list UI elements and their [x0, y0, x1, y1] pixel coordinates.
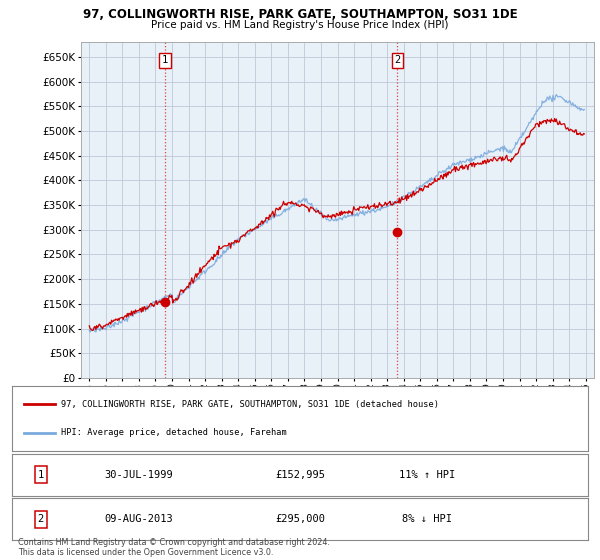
- Text: Contains HM Land Registry data © Crown copyright and database right 2024.
This d: Contains HM Land Registry data © Crown c…: [18, 538, 330, 557]
- Text: £295,000: £295,000: [275, 515, 325, 524]
- Text: 1: 1: [38, 470, 44, 479]
- Text: 30-JUL-1999: 30-JUL-1999: [104, 470, 173, 479]
- Text: 8% ↓ HPI: 8% ↓ HPI: [402, 515, 452, 524]
- Text: 11% ↑ HPI: 11% ↑ HPI: [398, 470, 455, 479]
- Text: 97, COLLINGWORTH RISE, PARK GATE, SOUTHAMPTON, SO31 1DE (detached house): 97, COLLINGWORTH RISE, PARK GATE, SOUTHA…: [61, 400, 439, 409]
- Text: 2: 2: [394, 55, 401, 66]
- Text: 2: 2: [38, 515, 44, 524]
- Text: HPI: Average price, detached house, Fareham: HPI: Average price, detached house, Fare…: [61, 428, 287, 437]
- Text: 1: 1: [162, 55, 168, 66]
- Text: £152,995: £152,995: [275, 470, 325, 479]
- Text: 09-AUG-2013: 09-AUG-2013: [104, 515, 173, 524]
- Text: Price paid vs. HM Land Registry's House Price Index (HPI): Price paid vs. HM Land Registry's House …: [151, 20, 449, 30]
- Text: 97, COLLINGWORTH RISE, PARK GATE, SOUTHAMPTON, SO31 1DE: 97, COLLINGWORTH RISE, PARK GATE, SOUTHA…: [83, 8, 517, 21]
